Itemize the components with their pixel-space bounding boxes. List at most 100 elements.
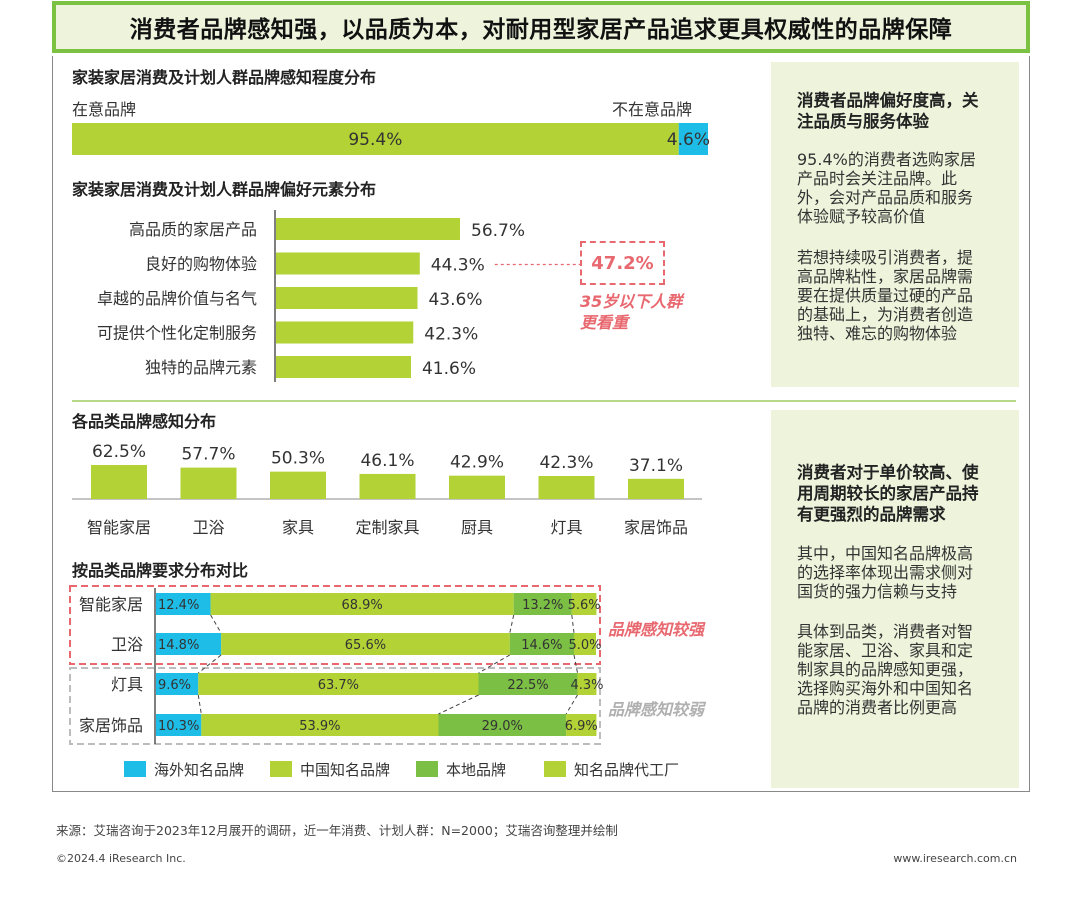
- insight-top-heading-line: 注品质与服务体验: [797, 112, 929, 131]
- source-note: 来源：艾瑞咨询于2023年12月展开的调研，近一年消费、计划人群：N=2000；…: [56, 823, 618, 838]
- stack-segment-label: 5.0%: [568, 638, 601, 653]
- page-title: 消费者品牌感知强，以品质为本，对耐用型家居产品追求更具权威性的品牌保障: [129, 17, 953, 43]
- under35-callout: 47.2%: [580, 241, 665, 285]
- category-name-label: 灯具: [550, 518, 582, 537]
- pref-category-label: 可提供个性化定制服务: [97, 324, 257, 343]
- stack-segment: [156, 593, 211, 615]
- stack-segment: [156, 673, 199, 695]
- insight-text-line: 国货的强力信赖与支持: [797, 582, 958, 601]
- stack-segment: [221, 633, 510, 655]
- category-bar: [180, 467, 237, 499]
- stack-segment-label: 9.6%: [158, 678, 191, 693]
- pref-bar: [276, 218, 460, 240]
- insight-bottom-heading-line: 有更强烈的品牌需求: [797, 505, 946, 524]
- stack-segment-label: 6.9%: [565, 719, 598, 734]
- insight-text-line: 若想持续吸引消费者，提: [797, 248, 974, 267]
- category-value-label: 50.3%: [271, 449, 325, 469]
- pref-bar: [276, 252, 420, 275]
- stack-category-label: 灯具: [111, 675, 143, 694]
- insight-text-line: 高品牌粘性，家居品牌需: [797, 267, 974, 286]
- insight-text-line: 独特、难忘的购物体验: [797, 324, 958, 343]
- stack-segment-label: 12.4%: [158, 598, 199, 613]
- insight-text-line: 要在提供质量过硬的产品: [797, 286, 974, 305]
- callout-note-line-2: 更看重: [580, 313, 629, 332]
- category-bar: [359, 473, 416, 499]
- legend-swatch: [416, 761, 438, 777]
- chart2-title: 家装家居消费及计划人群品牌偏好元素分布: [72, 180, 377, 199]
- group-strong-box: [69, 585, 601, 665]
- insight-bottom-para1: 其中，中国知名品牌极高 的选择率体现出需求侧对 国货的强力信赖与支持: [797, 544, 973, 601]
- pref-category-label: 良好的购物体验: [145, 255, 257, 274]
- insight-top-heading: 消费者品牌偏好度高，关 注品质与服务体验: [797, 90, 979, 132]
- stack-segment: [513, 593, 572, 615]
- insight-text-line: 体验赋予较高价值: [797, 207, 926, 226]
- legend-label: 中国知名品牌: [300, 761, 390, 779]
- stack-category-label: 卫浴: [111, 635, 143, 654]
- pref-value-label: 43.6%: [428, 290, 482, 310]
- category-bar: [91, 465, 147, 499]
- stack-connector: [210, 614, 222, 634]
- category-name-label: 厨具: [461, 518, 493, 537]
- insight-top-heading-line: 消费者品牌偏好度高，关: [797, 91, 979, 110]
- stack-connector: [438, 694, 479, 715]
- insight-panel-bottom: 消费者对于单价较高、使 用周期较长的家居产品持 有更强烈的品牌需求 其中，中国知…: [771, 410, 1019, 788]
- insight-text-line: 的基础上，为消费者创造: [797, 305, 974, 324]
- insight-top-para1: 95.4%的消费者选购家居 产品时会关注品牌。此 外，会对产品品质和服务 体验赋…: [797, 150, 976, 226]
- section-divider: [72, 400, 1016, 402]
- insight-text-line: 外，会对产品品质和服务: [797, 188, 974, 207]
- insight-text-line: 选择购买海外和中国知名: [797, 679, 974, 698]
- pref-bar: [276, 356, 411, 378]
- category-value-label: 46.1%: [360, 451, 414, 471]
- stack-segment: [566, 714, 597, 736]
- stack-segment: [478, 673, 578, 695]
- insight-text-line: 制家具的品牌感知更强，: [797, 660, 974, 679]
- category-value-label: 57.7%: [181, 445, 235, 465]
- pref-value-label: 44.3%: [431, 256, 485, 276]
- stack-segment-label: 65.6%: [345, 638, 386, 653]
- stack-segment-label: 63.7%: [318, 678, 359, 693]
- category-name-label: 智能家居: [87, 518, 151, 537]
- stack-segment-label: 14.6%: [521, 638, 562, 653]
- under35-callout-note: 35岁以下人群 更看重: [580, 291, 682, 333]
- callout-note-line-1: 35岁以下人群: [580, 292, 683, 311]
- stack-segment-label: 68.9%: [341, 598, 382, 613]
- category-name-label: 家具: [282, 518, 314, 537]
- pref-value-label: 56.7%: [471, 221, 525, 241]
- stack-connector: [565, 694, 578, 715]
- stack-segment: [571, 593, 597, 615]
- group-weak-label: 品牌感知较弱: [608, 700, 705, 719]
- stack-segment-label: 29.0%: [482, 719, 523, 734]
- not-care-brand-value: 4.6%: [667, 130, 710, 150]
- category-name-label: 家居饰品: [624, 518, 688, 537]
- pref-category-label: 高品质的家居产品: [129, 220, 257, 239]
- insight-panel-top: 消费者品牌偏好度高，关 注品质与服务体验 95.4%的消费者选购家居 产品时会关…: [771, 62, 1019, 387]
- preference-elements-chart: 高品质的家居产品 56.7% 良好的购物体验 44.3% 卓越的品牌价值与名气 43.6%…: [97, 210, 580, 382]
- pref-category-label: 独特的品牌元素: [145, 358, 257, 377]
- legend-swatch: [270, 761, 292, 777]
- website-link[interactable]: www.iresearch.com.cn: [893, 852, 1017, 865]
- stack-segment: [577, 673, 597, 695]
- insight-text-line: 其中，中国知名品牌极高: [797, 544, 974, 563]
- category-bar: [628, 478, 684, 499]
- stack-segment-label: 53.9%: [299, 719, 340, 734]
- chart1-left-label: 在意品牌: [72, 100, 137, 119]
- insight-text-line: 品牌的消费者比例更高: [797, 698, 958, 717]
- category-name-label: 定制家具: [355, 518, 419, 537]
- stack-segment: [210, 593, 514, 615]
- chart4-title: 按品类品牌要求分布对比: [72, 561, 249, 580]
- category-bar: [538, 475, 595, 499]
- insight-bottom-heading-line: 消费者对于单价较高、使: [797, 463, 979, 482]
- group-weak-box: [69, 667, 601, 745]
- pref-bar: [276, 321, 414, 344]
- chart1-title: 家装家居消费及计划人群品牌感知程度分布: [72, 68, 377, 87]
- legend-label: 本地品牌: [446, 761, 506, 779]
- stack-connector: [197, 694, 202, 715]
- category-brand-requirement-chart: 智能家居 12.4% 68.9% 13.2% 5.6% 卫浴 14.8% 65.6% 14.6%…: [69, 585, 603, 745]
- stack-segment: [574, 633, 596, 655]
- page-title-box: 消费者品牌感知强，以品质为本，对耐用型家居产品追求更具权威性的品牌保障: [52, 1, 1030, 53]
- stack-category-label: 家居饰品: [79, 716, 143, 735]
- chart1-right-label: 不在意品牌: [612, 100, 693, 119]
- stack-segment-label: 13.2%: [522, 598, 563, 613]
- category-awareness-chart: 62.5% 智能家居 57.7% 卫浴 50.3% 家具 46.1% 定制家具 42.9% 厨具 4…: [72, 442, 702, 537]
- group-strong-label: 品牌感知较强: [608, 620, 705, 639]
